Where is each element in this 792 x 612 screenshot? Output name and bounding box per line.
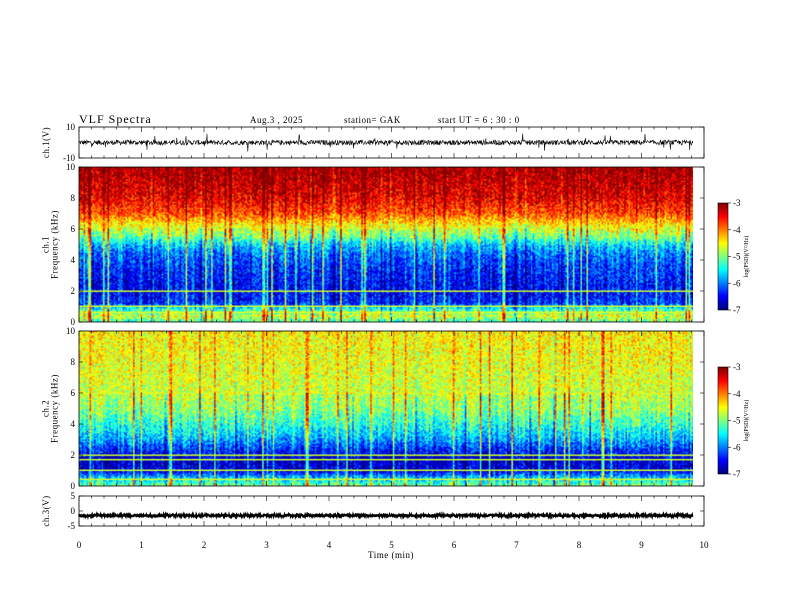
y-tick-label: 6	[71, 388, 76, 398]
y-tick-label: -5	[68, 521, 76, 531]
y-tick-label: 10	[66, 162, 76, 172]
ch1-spectrogram-panel: 0 2 4 6 8 10 ch.1 Frequency (kHz)	[41, 162, 705, 327]
y-tick-label: 2	[71, 286, 76, 296]
colorbar-tick-label: -3	[733, 198, 741, 208]
ch1-spectrogram-image	[79, 167, 693, 322]
time-tick-label: 8	[577, 540, 582, 550]
colorbar-tick-label: -7	[733, 305, 741, 315]
colorbar-tick-label: -5	[733, 252, 741, 262]
y-tick-label: 8	[71, 357, 76, 367]
colorbar-tick-label: -5	[733, 416, 741, 426]
start-time-label: start UT = 6 : 30 : 0	[438, 115, 520, 125]
ch3-waveform-panel: 5 0 -5 ch.3(V)	[41, 491, 705, 531]
ch1-waveform-ylabel: ch.1(V)	[41, 127, 51, 158]
ch2-spectrogram-ylabel: ch.2	[41, 400, 51, 417]
ch2-spectrogram-ylabel: Frequency (kHz)	[50, 374, 60, 443]
y-tick-label: -10	[63, 153, 75, 163]
colorbar-tick-label: -4	[733, 225, 741, 235]
y-tick-label: 0	[71, 506, 76, 516]
ch1-spectrogram-colorbar-gradient	[718, 203, 728, 310]
time-axis-label: Time (min)	[368, 550, 414, 560]
time-tick-label: 2	[202, 540, 207, 550]
time-tick-label: 10	[700, 540, 710, 550]
ch2-colorbar: -3 -4 -5 -6 -7 log(PSD)(V²/Hz)	[717, 362, 750, 479]
colorbar-tick-label: -6	[733, 442, 741, 452]
time-tick-label: 1	[139, 540, 144, 550]
y-tick-label: 4	[71, 255, 76, 265]
date-label: Aug.3 , 2025	[250, 115, 303, 125]
ch1-waveform-panel: 10 -10 ch.1(V)	[41, 122, 705, 163]
y-tick-label: 6	[71, 224, 76, 234]
ch2-spectrogram-colorbar-gradient	[718, 367, 728, 474]
time-axis: 0 1 2 3 4 5 6 7 8 9 10	[77, 540, 709, 550]
y-tick-label: 10	[66, 326, 76, 336]
time-tick-label: 7	[514, 540, 519, 550]
y-tick-label: 5	[71, 491, 76, 501]
ch2-spectrogram-colorbar-label: log(PSD)(V²/Hz)	[743, 400, 750, 441]
y-tick-label: 10	[66, 122, 76, 132]
figure-title: VLF Spectra	[79, 112, 152, 126]
time-tick-label: 0	[77, 540, 82, 550]
ch1-spectrogram-colorbar-label: log(PSD)(V²/Hz)	[743, 236, 750, 277]
ch1-waveform-trace	[78, 133, 694, 152]
ch1-spectrogram-ylabel: ch.1	[41, 236, 51, 253]
ch1-spectrogram-ylabel: Frequency (kHz)	[50, 210, 60, 279]
time-tick-label: 4	[327, 540, 332, 550]
ch3-waveform-ylabel: ch.3(V)	[41, 495, 51, 526]
station-label: station= GAK	[344, 115, 401, 125]
ch2-spectrogram-panel: 0 2 4 6 8 10 ch.2 Frequency (kHz)	[41, 326, 705, 491]
y-tick-label: 8	[71, 193, 76, 203]
ch2-spectrogram-image	[79, 331, 693, 486]
colorbar-tick-label: -4	[733, 389, 741, 399]
time-tick-label: 5	[389, 540, 394, 550]
time-tick-label: 3	[264, 540, 269, 550]
colorbar-tick-label: -6	[733, 278, 741, 288]
colorbar-tick-label: -7	[733, 469, 741, 479]
ch3-waveform-trace	[78, 510, 694, 521]
y-tick-label: 0	[71, 317, 76, 327]
colorbar-tick-label: -3	[733, 362, 741, 372]
y-tick-label: 2	[71, 450, 76, 460]
time-tick-label: 9	[639, 540, 644, 550]
ch1-colorbar: -3 -4 -5 -6 -7 log(PSD)(V²/Hz)	[717, 198, 750, 315]
time-tick-label: 6	[452, 540, 457, 550]
y-tick-label: 4	[71, 419, 76, 429]
y-tick-label: 0	[71, 481, 76, 491]
